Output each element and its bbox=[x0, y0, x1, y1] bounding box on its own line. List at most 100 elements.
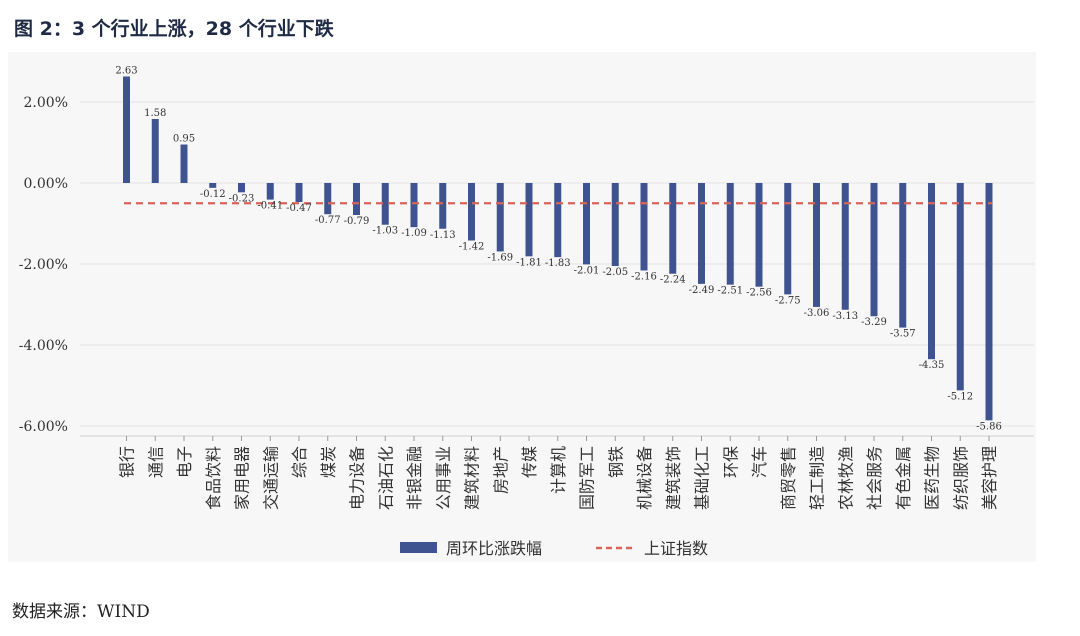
data-label: -2.24 bbox=[660, 275, 686, 286]
data-label: -0.79 bbox=[344, 216, 370, 227]
data-label: -1.83 bbox=[545, 258, 571, 269]
data-label: -3.29 bbox=[861, 317, 887, 328]
data-label: -3.13 bbox=[832, 311, 858, 322]
x-tick-label: 环保 bbox=[721, 446, 740, 478]
x-tick-label: 商贸零售 bbox=[779, 446, 798, 510]
data-label: -4.35 bbox=[919, 360, 945, 371]
legend-line-label: 上证指数 bbox=[644, 539, 708, 558]
x-tick-label: 建筑材料 bbox=[463, 446, 482, 510]
x-tick-label: 交通运输 bbox=[261, 446, 280, 510]
x-tick-label: 银行 bbox=[118, 446, 137, 478]
data-label: -0.41 bbox=[257, 201, 283, 212]
bar bbox=[928, 183, 935, 360]
x-tick-label: 农林牧渔 bbox=[836, 446, 855, 510]
x-tick-label: 钢铁 bbox=[606, 446, 625, 478]
data-label: -1.69 bbox=[487, 252, 513, 263]
y-tick-label: -4.00% bbox=[19, 338, 68, 354]
bar bbox=[554, 183, 562, 258]
data-label: -0.12 bbox=[200, 189, 226, 200]
x-tick-label: 有色金属 bbox=[894, 446, 913, 510]
legend: 周环比涨跌幅 上证指数 bbox=[400, 539, 708, 558]
bar bbox=[956, 183, 964, 391]
data-label: -2.01 bbox=[574, 265, 600, 276]
data-label: -2.05 bbox=[602, 267, 628, 278]
bar bbox=[266, 183, 274, 200]
x-tick-label: 石油石化 bbox=[376, 446, 395, 510]
x-tick-label: 家用电器 bbox=[233, 446, 252, 510]
data-label: 0.95 bbox=[173, 134, 195, 145]
data-label: -5.12 bbox=[947, 391, 973, 402]
y-axis-ticks: 2.00% 0.00% -2.00% -4.00% -6.00% bbox=[19, 95, 68, 435]
bar bbox=[209, 183, 217, 188]
bar bbox=[468, 183, 475, 241]
plot-background bbox=[8, 52, 1036, 562]
chart-title: 图 2：3 个行业上涨，28 个行业下跌 bbox=[14, 18, 334, 40]
data-label: -2.16 bbox=[631, 271, 657, 282]
bar bbox=[985, 183, 993, 421]
x-tick-label: 美容护理 bbox=[980, 446, 999, 510]
bar bbox=[238, 183, 245, 193]
data-label: -1.81 bbox=[516, 257, 542, 268]
x-tick-label: 国防军工 bbox=[578, 446, 597, 510]
x-tick-label: 轻工制造 bbox=[808, 446, 827, 510]
data-label: -1.13 bbox=[430, 230, 456, 241]
bar bbox=[410, 183, 418, 228]
bar bbox=[123, 76, 130, 183]
data-label: -0.23 bbox=[229, 193, 255, 204]
bar bbox=[295, 183, 303, 203]
x-tick-label: 通信 bbox=[146, 446, 165, 478]
y-tick-label: 0.00% bbox=[24, 176, 68, 192]
x-tick-label: 煤炭 bbox=[319, 446, 338, 478]
x-tick-label: 电子 bbox=[175, 446, 194, 478]
x-tick-label: 计算机 bbox=[549, 446, 568, 494]
x-tick-label: 机械设备 bbox=[635, 446, 654, 510]
bar bbox=[611, 183, 619, 267]
bar bbox=[640, 183, 648, 271]
data-label: -1.42 bbox=[459, 242, 485, 253]
y-tick-label: -2.00% bbox=[19, 257, 68, 273]
legend-bar-swatch bbox=[400, 542, 437, 553]
x-axis-ticks: 银行 通信 电子 食品饮料 家用电器 交通运输 综合 煤炭 电力设备 石油石化 非银金融 公用事业 建筑… bbox=[118, 436, 999, 510]
bar bbox=[841, 183, 849, 310]
legend-bar-label: 周环比涨跌幅 bbox=[446, 539, 542, 558]
x-tick-label: 综合 bbox=[290, 446, 309, 478]
x-tick-label: 传媒 bbox=[520, 446, 539, 478]
data-label: -2.56 bbox=[746, 288, 772, 299]
data-label: -1.09 bbox=[401, 228, 427, 239]
x-tick-label: 医药生物 bbox=[923, 446, 942, 510]
bar bbox=[726, 183, 734, 285]
x-tick-label: 汽车 bbox=[750, 446, 769, 478]
x-tick-label: 公用事业 bbox=[434, 446, 453, 510]
data-label: -3.57 bbox=[890, 329, 916, 340]
x-tick-label: 电力设备 bbox=[348, 446, 367, 510]
bar bbox=[583, 183, 590, 265]
bar bbox=[151, 119, 159, 183]
data-label: -1.03 bbox=[372, 226, 398, 237]
y-tick-label: 2.00% bbox=[24, 95, 68, 111]
data-label: -2.49 bbox=[689, 285, 715, 296]
bar bbox=[381, 183, 389, 225]
data-label: -0.77 bbox=[315, 215, 341, 226]
data-label: -2.51 bbox=[717, 286, 743, 297]
bar bbox=[439, 183, 447, 229]
bar bbox=[784, 183, 792, 295]
data-labels: 2.63 1.58 0.95 -0.12 -0.23-0.41 -0.47-0.77 -0.… bbox=[115, 65, 1001, 432]
bar bbox=[353, 183, 360, 215]
x-tick-label: 建筑装饰 bbox=[664, 446, 683, 510]
data-label: 2.63 bbox=[115, 65, 137, 76]
bar bbox=[496, 183, 504, 252]
data-label: -5.86 bbox=[976, 421, 1002, 432]
data-label: -3.06 bbox=[804, 308, 830, 319]
bar bbox=[899, 183, 907, 328]
bar bbox=[698, 183, 705, 284]
bar bbox=[180, 144, 188, 183]
data-label: -2.75 bbox=[775, 295, 801, 306]
x-tick-label: 非银金融 bbox=[405, 446, 424, 510]
bars bbox=[123, 76, 993, 421]
bar bbox=[813, 183, 820, 307]
x-tick-label: 社会服务 bbox=[865, 446, 884, 510]
bar bbox=[755, 183, 763, 287]
x-tick-label: 纺织服饰 bbox=[951, 446, 970, 510]
x-tick-label: 房地产 bbox=[491, 446, 510, 494]
bar bbox=[669, 183, 677, 274]
